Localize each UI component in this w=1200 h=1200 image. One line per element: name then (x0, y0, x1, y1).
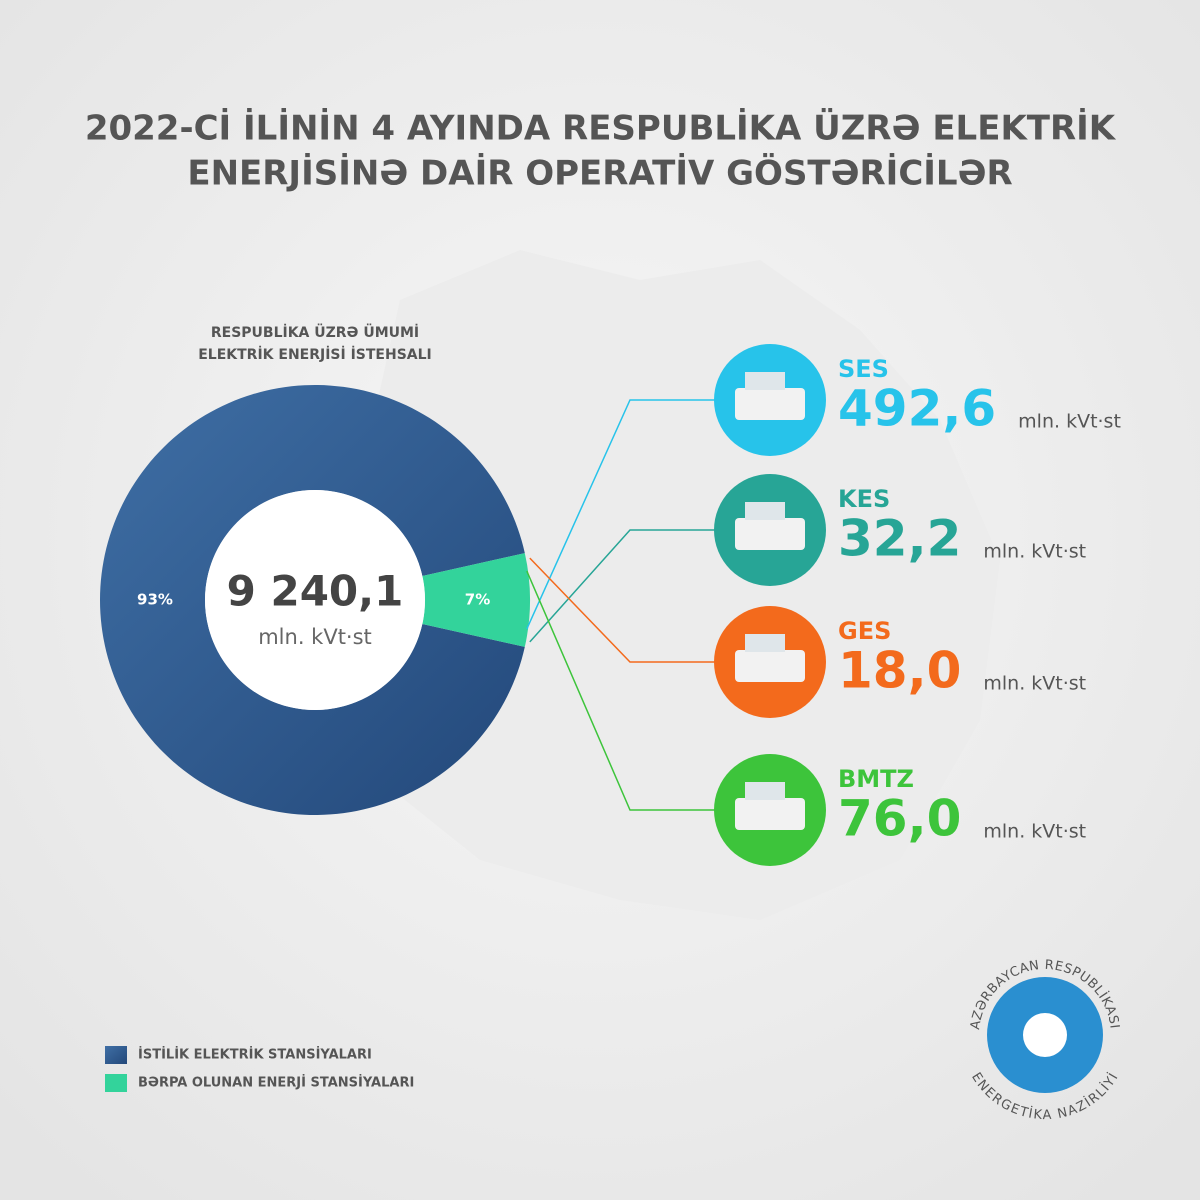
legend-swatch (105, 1046, 127, 1064)
legend-swatch (105, 1074, 127, 1092)
title: 2022-Cİ İLİNİN 4 AYINDA RESPUBLİKA ÜZRƏ … (85, 108, 1117, 149)
connector (529, 557, 715, 663)
subtitle: RESPUBLİKA ÜZRƏ ÜMUMİ (211, 323, 419, 341)
legend-label: BƏRPA OLUNAN ENERJİ STANSİYALARI (138, 1075, 414, 1091)
connector (526, 570, 715, 811)
donut-slice (99, 384, 525, 815)
connector (529, 529, 715, 643)
station-building (735, 650, 805, 682)
station-roof (745, 782, 785, 800)
station-unit: mln. kVt·st (983, 541, 1086, 563)
station-roof (745, 502, 785, 520)
station-unit: mln. kVt·st (1018, 411, 1121, 433)
slice-label: 7% (465, 591, 490, 609)
station-name: KES (838, 485, 890, 513)
station-name: BMTZ (838, 765, 914, 793)
slice-label: 93% (137, 591, 173, 609)
station-value: 32,2 (838, 510, 961, 568)
legend-label: İSTİLİK ELEKTRİK STANSİYALARI (138, 1047, 372, 1063)
donut-slice (422, 553, 530, 647)
station-unit: mln. kVt·st (983, 673, 1086, 695)
station-value: 76,0 (838, 790, 961, 848)
donut-hole (205, 490, 425, 710)
connector (526, 399, 715, 630)
total-value: 9 240,1 (227, 567, 404, 616)
map-silhouette (340, 250, 1000, 920)
station-name: GES (838, 617, 891, 645)
station-name: SES (838, 355, 889, 383)
station-unit: mln. kVt·st (983, 821, 1086, 843)
station-roof (745, 634, 785, 652)
station-building (735, 798, 805, 830)
station-building (735, 518, 805, 550)
station-roof (745, 372, 785, 390)
total-unit: mln. kVt·st (258, 625, 372, 649)
title: ENERJİSİNƏ DAİR OPERATİV GÖSTƏRİCİLƏR (187, 153, 1012, 194)
station-building (735, 388, 805, 420)
station-value: 18,0 (838, 642, 961, 700)
station-value: 492,6 (838, 380, 996, 438)
subtitle: ELEKTRİK ENERJİSİ İSTEHSALI (198, 346, 432, 363)
